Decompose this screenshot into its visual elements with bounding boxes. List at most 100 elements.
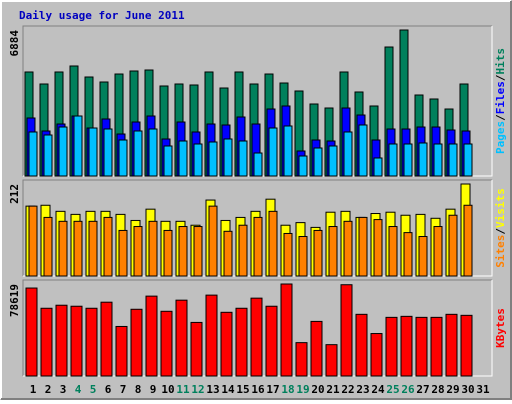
y-tick-label: 78619 xyxy=(8,284,21,317)
x-tick-label: 27 xyxy=(416,383,429,396)
bar xyxy=(58,220,68,277)
bar xyxy=(280,283,293,377)
bar xyxy=(388,226,398,277)
bar xyxy=(133,226,143,277)
bar xyxy=(328,226,338,277)
bar xyxy=(460,314,473,377)
bar xyxy=(253,216,263,277)
bar xyxy=(88,220,98,277)
bar xyxy=(208,205,218,277)
x-tick-label: 13 xyxy=(206,383,219,396)
bar xyxy=(400,315,413,377)
bar xyxy=(445,313,458,377)
bar xyxy=(370,333,383,377)
bar xyxy=(145,295,158,377)
y-tick-label: 212 xyxy=(8,184,21,204)
bar xyxy=(250,297,263,377)
x-tick-label: 30 xyxy=(461,383,474,396)
x-tick-label: 1 xyxy=(30,383,37,396)
bar xyxy=(313,147,323,177)
legend-separator: / xyxy=(494,228,507,235)
bar xyxy=(325,344,338,377)
legend-entry: Hits xyxy=(494,48,507,75)
bar xyxy=(313,229,323,277)
x-tick-label: 6 xyxy=(105,383,112,396)
bar xyxy=(193,143,203,177)
bar xyxy=(403,232,413,277)
x-tick-label: 31 xyxy=(476,383,490,396)
chart-title: Daily usage for June 2011 xyxy=(19,9,185,22)
bar xyxy=(223,230,233,277)
bar xyxy=(418,236,428,277)
legend-entry: Visits xyxy=(494,188,507,228)
x-tick-label: 21 xyxy=(326,383,340,396)
bar xyxy=(298,155,308,177)
x-tick-label: 25 xyxy=(386,383,399,396)
bar xyxy=(43,216,53,277)
bar xyxy=(58,126,68,177)
bar xyxy=(358,216,368,277)
bar xyxy=(208,141,218,177)
y-tick-label: 6884 xyxy=(8,30,21,57)
legend: Sites/Visits xyxy=(494,188,507,268)
bar xyxy=(223,138,233,177)
bar xyxy=(40,307,53,377)
bar xyxy=(148,220,158,277)
bar xyxy=(388,143,398,177)
x-tick-label: 16 xyxy=(251,383,265,396)
legend-separator: / xyxy=(494,74,507,81)
bar xyxy=(328,145,338,177)
bar xyxy=(70,305,83,377)
x-tick-label: 8 xyxy=(135,383,142,396)
x-tick-label: 26 xyxy=(401,383,415,396)
bar xyxy=(433,226,443,277)
bar xyxy=(163,229,173,277)
bar xyxy=(430,316,443,377)
bar xyxy=(220,311,233,377)
bar xyxy=(205,294,218,377)
bar xyxy=(298,236,308,277)
bar xyxy=(193,226,203,277)
bar xyxy=(100,301,113,377)
x-tick-label: 22 xyxy=(341,383,354,396)
x-tick-label: 15 xyxy=(236,383,249,396)
bar xyxy=(115,325,128,377)
bar xyxy=(190,321,203,377)
legend-entry: Pages xyxy=(494,121,507,154)
legend: Pages/Files/Hits xyxy=(494,48,507,154)
x-tick-label: 28 xyxy=(431,383,444,396)
bar xyxy=(88,127,98,177)
x-tick-label: 2 xyxy=(45,383,52,396)
bar xyxy=(103,128,113,177)
bar xyxy=(448,214,458,277)
bar xyxy=(178,140,188,177)
bar xyxy=(295,342,308,377)
bar xyxy=(118,139,128,177)
panel-shadow xyxy=(22,279,492,376)
bar xyxy=(163,145,173,177)
x-tick-label: 10 xyxy=(161,383,174,396)
x-tick-label: 5 xyxy=(90,383,97,396)
bar xyxy=(463,204,473,277)
bar xyxy=(25,287,38,377)
bar xyxy=(265,305,278,377)
bar xyxy=(133,130,143,177)
bar xyxy=(55,304,68,377)
bar xyxy=(73,220,83,277)
bar xyxy=(403,143,413,177)
x-tick-label: 18 xyxy=(281,383,294,396)
bar xyxy=(28,131,38,177)
bar xyxy=(268,210,278,277)
panel-shadow xyxy=(22,25,492,176)
bar xyxy=(343,131,353,177)
x-tick-label: 17 xyxy=(266,383,279,396)
bar xyxy=(130,308,143,377)
bar xyxy=(148,128,158,177)
legend-entry: Files xyxy=(494,81,507,114)
bar xyxy=(268,127,278,177)
bar xyxy=(340,284,353,377)
bar xyxy=(448,143,458,177)
bar xyxy=(43,134,53,177)
x-tick-label: 23 xyxy=(356,383,369,396)
